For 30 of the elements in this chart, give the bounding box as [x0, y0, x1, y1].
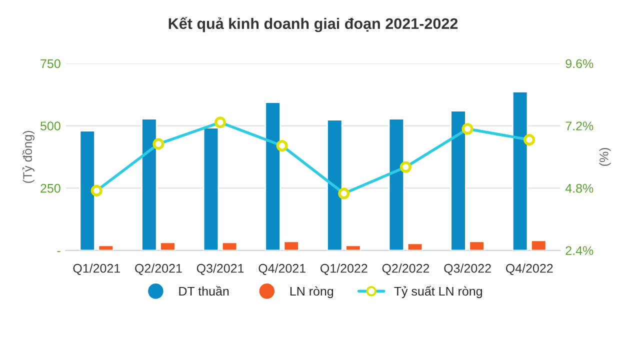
bar [160, 242, 176, 250]
y2-axis-title: (%) [599, 148, 611, 166]
y-tick-label: 500 [40, 122, 60, 130]
legend-label: LN ròng [290, 286, 334, 298]
bar [530, 240, 547, 250]
y-tick-label: 750 [40, 59, 60, 68]
y-tick-label: 250 [40, 184, 60, 193]
x-tick-label: Q3/2022 [444, 264, 491, 276]
x-tick-label: Q2/2022 [382, 264, 430, 276]
x-tick-label: Q4/2021 [258, 264, 306, 276]
y2-tick-label: 2.4% [566, 246, 594, 255]
bar [406, 242, 424, 250]
x-tick-label: Q1/2021 [73, 264, 120, 276]
bar [345, 244, 362, 250]
bar [221, 242, 238, 250]
y2-tick-label: 7.2% [566, 122, 594, 130]
y-tick-label: - [57, 251, 60, 252]
x-tick-label: Q4/2022 [506, 264, 553, 276]
legend-label: Tỷ suất LN ròng [394, 286, 482, 298]
y-axis-title: (Tỷ đồng) [22, 130, 34, 183]
bar [283, 240, 300, 250]
bar [98, 244, 114, 250]
bar [468, 240, 485, 250]
y2-tick-label: 9.6% [566, 59, 594, 68]
chart-title: Kết quả kinh doanh giai đoạn 2021-2022 [168, 17, 458, 32]
y2-tick-label: 4.8% [565, 184, 594, 193]
legend-label: DT thuần [179, 286, 229, 296]
x-tick-label: Q1/2022 [320, 264, 368, 276]
x-tick-label: Q3/2021 [196, 264, 244, 276]
x-tick-label: Q2/2021 [135, 264, 182, 276]
